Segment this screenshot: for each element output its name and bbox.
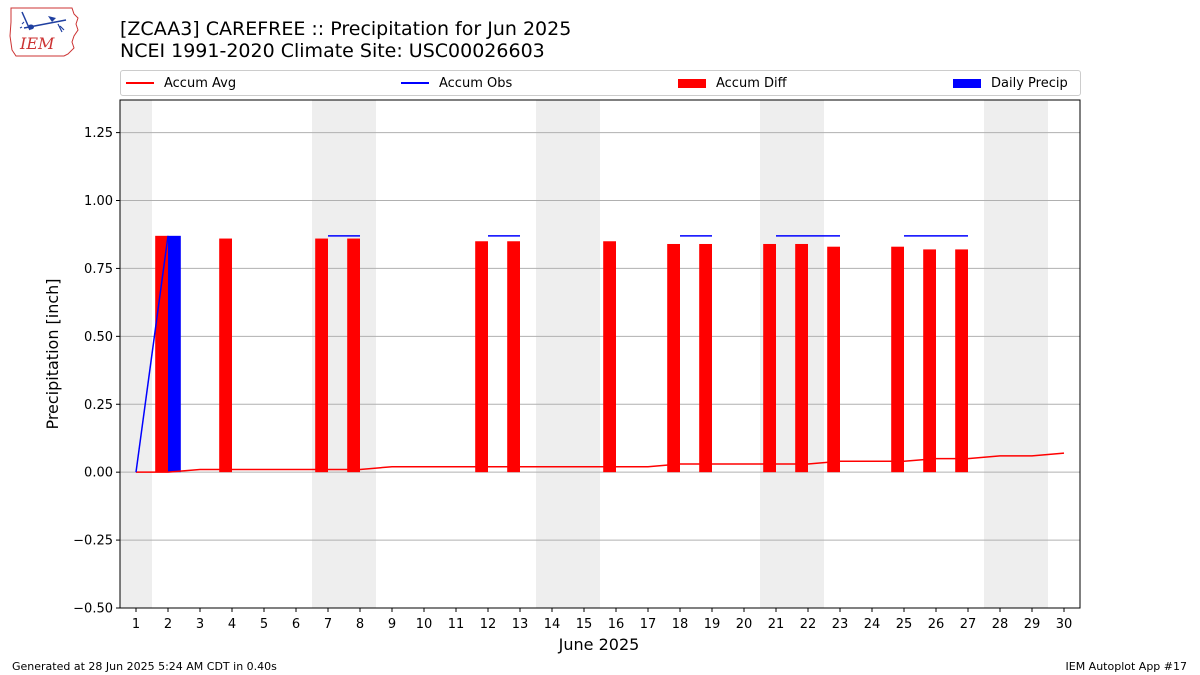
accum-diff-bar: [955, 249, 968, 473]
bars: [155, 235, 968, 473]
weekend-band: [984, 100, 1048, 608]
legend-accum-avg: Accum Avg: [126, 71, 236, 95]
x-axis: 1 2 3 4 5 6 7 8 9 10 11 12 13 14 15 16 17 18 19 20 21 22 23 24 2…: [132, 608, 1072, 632]
legend-accum-obs-label: Accum Obs: [439, 75, 513, 91]
x-tick-label: 26: [928, 617, 945, 632]
x-tick-label: 19: [704, 617, 721, 632]
x-tick-label: 30: [1056, 617, 1073, 632]
accum-obs-line: [135, 235, 169, 473]
chart-subtitle: NCEI 1991-2020 Climate Site: USC00026603: [120, 40, 545, 62]
legend-daily-precip-label: Daily Precip: [991, 75, 1068, 91]
x-tick-label: 9: [388, 617, 396, 632]
x-tick-label: 22: [800, 617, 817, 632]
y-tick-label: 0.25: [84, 398, 113, 413]
y-axis: −0.50 −0.25 0.00 0.25 0.50 0.75 1.00 1.25: [73, 126, 120, 617]
legend-accum-diff-label: Accum Diff: [716, 75, 787, 91]
x-tick-label: 11: [448, 617, 465, 632]
accum-avg-swatch: [126, 82, 154, 84]
chart-title: [ZCAA3] CAREFREE :: Precipitation for Ju…: [120, 18, 572, 40]
y-tick-label: 1.00: [84, 194, 113, 209]
x-tick-label: 13: [512, 617, 529, 632]
accum-diff-swatch: [678, 78, 706, 88]
legend-accum-diff: Accum Diff: [678, 71, 787, 95]
gridlines: [120, 132, 1080, 609]
x-tick-label: 1: [132, 617, 140, 632]
x-tick-label: 15: [576, 617, 593, 632]
x-tick-label: 10: [416, 617, 433, 632]
accum-diff-bar: [507, 241, 520, 473]
x-tick-label: 2: [164, 617, 172, 632]
y-tick-label: 0.50: [84, 330, 113, 345]
accum-obs-swatch: [401, 82, 429, 84]
x-tick-label: 29: [1024, 617, 1041, 632]
x-tick-label: 17: [640, 617, 657, 632]
daily-precip-swatch: [953, 78, 981, 88]
x-tick-label: 6: [292, 617, 300, 632]
daily-precip-bar: [168, 235, 181, 473]
y-tick-label: 1.25: [84, 126, 113, 141]
accum-diff-bar: [923, 249, 936, 473]
x-tick-label: 16: [608, 617, 625, 632]
y-tick-label: −0.50: [73, 602, 113, 617]
x-tick-label: 24: [864, 617, 881, 632]
x-tick-label: 8: [356, 617, 364, 632]
accum-diff-bar: [603, 241, 616, 473]
accum-diff-bar: [795, 243, 808, 473]
x-tick-label: 21: [768, 617, 785, 632]
legend-accum-obs: Accum Obs: [401, 71, 512, 95]
x-tick-label: 4: [228, 617, 236, 632]
accum-diff-bar: [475, 241, 488, 473]
x-tick-label: 25: [896, 617, 913, 632]
y-tick-label: 0.75: [84, 262, 113, 277]
x-tick-label: 12: [480, 617, 497, 632]
weekend-band: [536, 100, 600, 608]
generated-timestamp: Generated at 28 Jun 2025 5:24 AM CDT in …: [12, 660, 277, 673]
weekend-band: [120, 100, 152, 608]
svg-text:IEM: IEM: [19, 34, 55, 53]
x-tick-label: 18: [672, 617, 689, 632]
accum-diff-bar: [827, 246, 840, 473]
legend-daily-precip: Daily Precip: [953, 71, 1068, 95]
iem-logo: IEM: [8, 6, 80, 58]
x-tick-label: 28: [992, 617, 1009, 632]
accum-diff-bar: [219, 238, 232, 473]
y-tick-label: −0.25: [73, 534, 113, 549]
x-axis-label: June 2025: [558, 635, 640, 654]
accum-diff-bar: [699, 243, 712, 473]
x-tick-label: 5: [260, 617, 268, 632]
accum-diff-bar: [667, 243, 680, 473]
iowa-map-icon: IEM: [9, 7, 79, 57]
app-credit: IEM Autoplot App #17: [1065, 660, 1188, 673]
x-tick-label: 14: [544, 617, 561, 632]
x-tick-label: 7: [324, 617, 332, 632]
accum-diff-bar: [347, 238, 360, 473]
accum-diff-bar: [155, 235, 168, 473]
y-tick-label: 0.00: [84, 466, 113, 481]
y-axis-label: Precipitation [inch]: [43, 278, 62, 429]
x-tick-label: 23: [832, 617, 849, 632]
accum-diff-bar: [315, 238, 328, 473]
legend: Accum Avg Accum Obs Accum Diff Daily Pre…: [120, 70, 1081, 96]
plot-frame: [119, 99, 1081, 609]
x-tick-label: 3: [196, 617, 204, 632]
legend-accum-avg-label: Accum Avg: [164, 75, 237, 91]
accum-diff-bar: [763, 243, 776, 473]
x-tick-label: 20: [736, 617, 753, 632]
lines: [135, 235, 1065, 473]
accum-avg-line: [136, 452, 1065, 473]
weekend-bands: [120, 100, 1048, 608]
accum-diff-bar: [891, 246, 904, 473]
x-tick-label: 27: [960, 617, 977, 632]
